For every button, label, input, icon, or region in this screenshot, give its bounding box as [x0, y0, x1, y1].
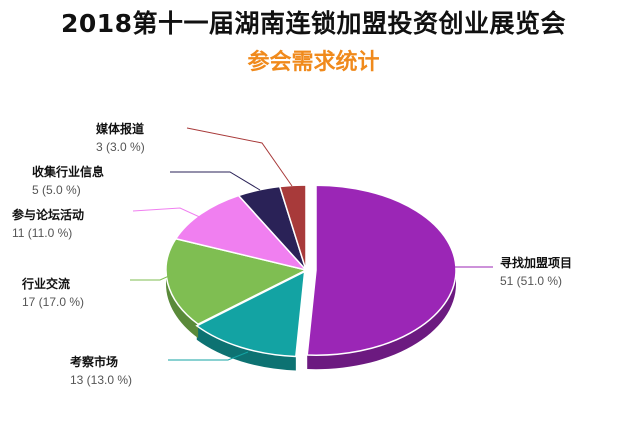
slice-name-label: 寻找加盟项目: [500, 255, 572, 270]
pie-slice[interactable]: [195, 270, 306, 358]
slice-value-label: 3 (3.0 %): [96, 140, 145, 154]
pie-slice-side: [196, 325, 296, 371]
leader-line: [168, 351, 249, 361]
leader-line: [130, 271, 179, 281]
leader-line: [170, 171, 261, 191]
slice-value-label: 5 (5.0 %): [32, 183, 81, 197]
slice-name-label: 考察市场: [70, 354, 118, 369]
slice-name-label: 参与论坛活动: [12, 207, 84, 222]
pie-slice[interactable]: [306, 184, 457, 356]
pie-slice-side: [307, 270, 456, 370]
chart-subtitle: 参会需求统计: [247, 50, 380, 75]
pie-slice[interactable]: [165, 237, 309, 326]
slice-name-label: 收集行业信息: [32, 164, 104, 179]
pie-slice[interactable]: [278, 184, 307, 271]
leader-line: [186, 127, 293, 187]
slice-value-label: 13 (13.0 %): [70, 373, 132, 387]
pie-slice[interactable]: [174, 194, 309, 272]
slice-value-label: 51 (51.0 %): [500, 274, 562, 288]
chart-title: 2018第十一届湖南连锁加盟投资创业展览会: [60, 9, 567, 38]
leader-line: [132, 207, 205, 220]
slice-value-label: 11 (11.0 %): [12, 226, 72, 240]
pie-slice-side: [166, 270, 199, 339]
slice-value-label: 17 (17.0 %): [22, 295, 84, 309]
slice-name-label: 行业交流: [21, 276, 70, 291]
slice-name-label: 媒体报道: [96, 121, 144, 136]
